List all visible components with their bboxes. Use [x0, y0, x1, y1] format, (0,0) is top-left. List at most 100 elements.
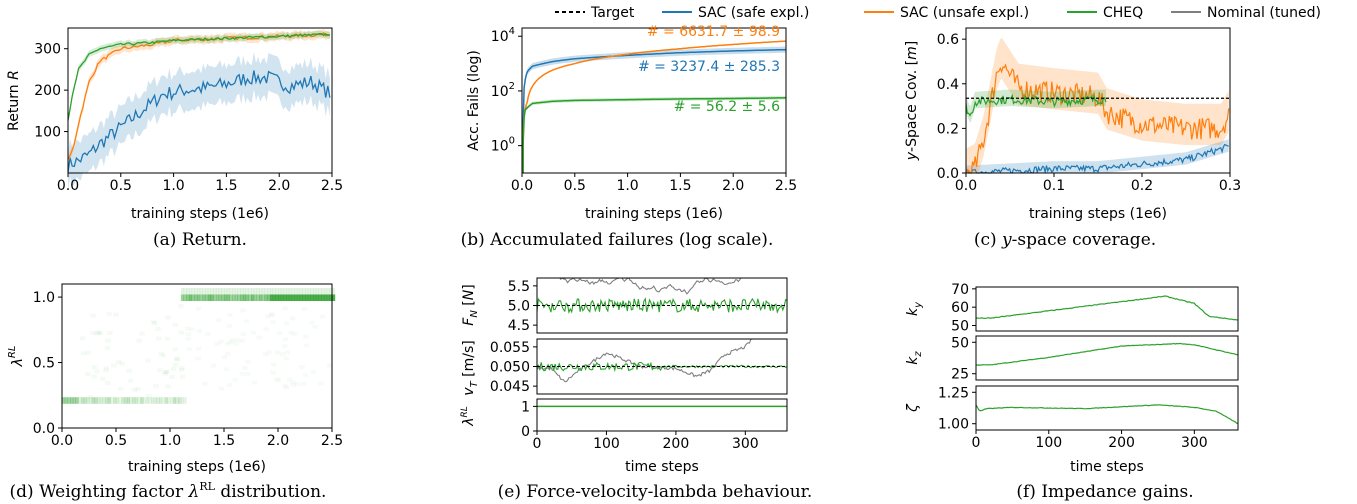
x-tick-label: 1.5: [213, 433, 235, 449]
x-tick-label: 0: [533, 436, 542, 452]
y-tick-label: 0.4: [937, 77, 959, 93]
heat-cell: [274, 377, 279, 381]
annotation-count: # = 56.2 ± 5.6: [674, 99, 781, 115]
heat-cell: [270, 371, 275, 375]
x-axis-label: training steps (1e6): [131, 206, 269, 222]
heat-cell: [215, 342, 220, 346]
heat-cell: [239, 372, 244, 376]
x-axis-label: time steps: [1070, 459, 1144, 475]
heat-cell: [103, 369, 108, 373]
heat-cell: [234, 342, 239, 346]
x-tick-label: 0.0: [57, 178, 79, 194]
heat-cell: [86, 351, 91, 355]
heat-cell: [157, 368, 162, 372]
panel-f-gains: 506070ky2550kz1.001.250 100 200 300ζtime st…: [905, 282, 1238, 475]
heat-cell: [311, 370, 316, 374]
panel-b-failures: 0.0 0.5 1.0 1.5 2.0 2.5 100 102 104 # = 6631.7 ± …: [466, 24, 797, 222]
heat-cell: [118, 387, 123, 391]
heat-cell: [313, 325, 318, 329]
heat-cell: [173, 363, 178, 367]
heat-cell: [81, 351, 86, 355]
annotation-count: # = 3237.4 ± 285.3: [638, 59, 780, 75]
heat-cell: [151, 320, 156, 324]
panel-c-coverage: 0.0 0.1 0.2 0.30.00.20.40.6training steps (…: [904, 28, 1241, 222]
y-tick-label: 0.5: [33, 356, 55, 372]
x-tick-label: 0.2: [1131, 178, 1153, 194]
heat-cell: [173, 347, 178, 351]
heat-cell: [282, 307, 287, 311]
legend-label: CHEQ: [1103, 5, 1143, 21]
y-tick-label: 5.5: [508, 279, 530, 295]
heat-cell: [245, 372, 250, 376]
y-tick-label: 25: [951, 367, 969, 383]
x-tick-label: 1.5: [215, 178, 237, 194]
x-tick-label: 2.0: [267, 433, 289, 449]
y-axis-label: ky: [905, 301, 924, 316]
x-tick-label: 0: [972, 435, 981, 451]
heat-cell: [219, 387, 224, 391]
panel-e-behaviour: 4.55.05.50.0450.0500.055010 100 200 300time…: [460, 256, 787, 475]
heat-cell: [301, 382, 306, 386]
x-tick-label: 0.5: [105, 433, 127, 449]
heat-cell: [119, 362, 124, 366]
heat-cell: [269, 313, 274, 317]
heat-cell: [263, 327, 268, 331]
legend-label: SAC (safe expl.): [698, 5, 809, 21]
heat-cell: [196, 307, 201, 311]
heat-cell: [187, 347, 192, 351]
x-tick-label: 0.3: [1219, 178, 1241, 194]
y-tick-label: 1: [521, 399, 530, 415]
x-tick-label: 1.5: [669, 178, 691, 194]
heat-cell: [241, 332, 246, 336]
heat-cell: [165, 337, 170, 341]
heat-cell: [225, 342, 230, 346]
y-tick-label: 0.055: [490, 340, 530, 356]
x-axis-label: time steps: [625, 459, 699, 475]
caption-c: (c) y-space coverage.: [974, 230, 1156, 250]
heat-cell: [283, 356, 288, 360]
x-tick-label: 100: [593, 436, 620, 452]
heat-cell: [263, 352, 268, 356]
heat-cell: [137, 339, 142, 343]
y-tick-label: 0.2: [937, 121, 959, 137]
heat-cell: [327, 363, 332, 367]
heat-cell: [256, 335, 261, 339]
y-tick-label: 1.25: [938, 385, 969, 401]
heat-cell: [224, 367, 229, 371]
x-tick-label: 0.5: [110, 178, 132, 194]
heat-cell: [165, 316, 170, 320]
heat-cell: [166, 384, 171, 388]
heat-cell: [280, 352, 285, 356]
heat-cell: [197, 329, 202, 333]
y-tick-label: 104: [491, 26, 515, 45]
x-tick-label: 300: [732, 436, 759, 452]
heat-cell: [240, 308, 245, 312]
heat-cell: [202, 382, 207, 386]
heat-cell: [146, 359, 151, 363]
y-tick-label: 0.0: [33, 421, 55, 437]
y-tick-label: 0.6: [937, 32, 959, 48]
series-band: [68, 52, 330, 191]
heat-cell: [270, 320, 275, 324]
y-tick-label: 4.5: [508, 318, 530, 334]
heat-cell: [291, 383, 296, 387]
heat-cell: [282, 344, 287, 348]
x-tick-label: 300: [1181, 435, 1208, 451]
x-tick-label: 0.0: [511, 178, 533, 194]
heat-cell: [94, 369, 99, 373]
x-axis-label: training steps (1e6): [128, 459, 266, 475]
x-axis-label: training steps (1e6): [1029, 206, 1167, 222]
heat-cell: [282, 384, 287, 388]
heat-cell: [173, 323, 178, 327]
heat-cell: [80, 336, 85, 340]
axes-frame: [976, 287, 1238, 331]
y-tick-label: 102: [491, 81, 515, 100]
heat-cell: [179, 331, 184, 335]
axes-frame: [976, 336, 1238, 380]
series-line: [976, 296, 1238, 320]
heat-cell: [184, 397, 187, 404]
heat-cell: [302, 307, 307, 311]
x-tick-label: 2.5: [775, 178, 797, 194]
heat-cell: [107, 331, 112, 335]
heat-cell: [271, 363, 276, 367]
